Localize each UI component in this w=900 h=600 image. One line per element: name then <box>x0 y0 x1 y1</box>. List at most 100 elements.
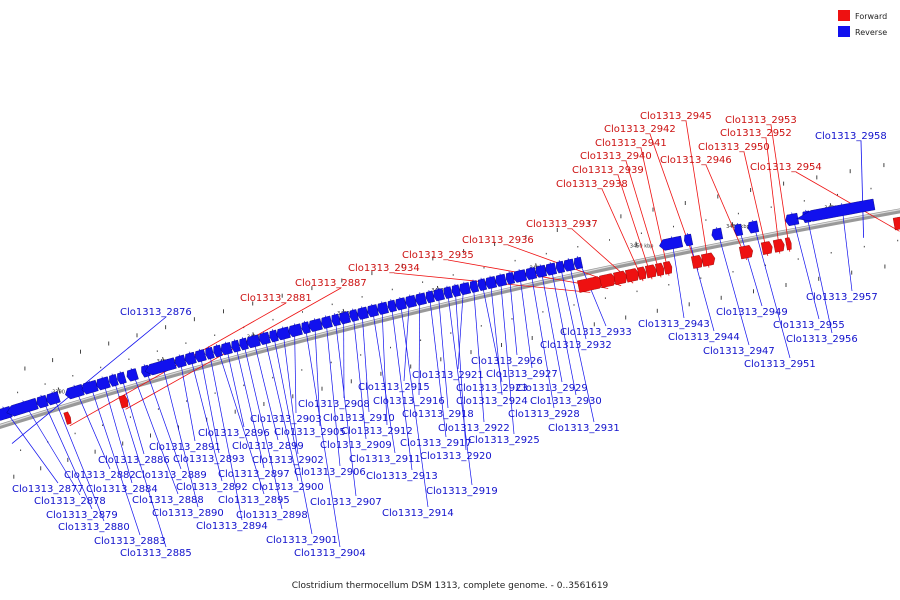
gene-label[interactable]: Clo1313_2914 <box>382 508 454 519</box>
gene-arrow-reverse[interactable] <box>46 391 61 406</box>
gene-arrow-reverse[interactable] <box>796 198 876 222</box>
gene-label[interactable]: Clo1313_2907 <box>310 497 382 508</box>
gene-label[interactable]: Clo1313_2885 <box>120 548 192 559</box>
gene-label[interactable]: Clo1313_2888 <box>132 495 204 506</box>
gene-label[interactable]: Clo1313_2882 <box>64 470 136 481</box>
gene-arrow-reverse[interactable] <box>81 379 99 395</box>
gene-label[interactable]: Clo1313_2894 <box>196 521 268 532</box>
gene-clo1313-2896[interactable] <box>220 341 233 356</box>
gene-clo1313-2927[interactable] <box>512 269 528 283</box>
gene-label[interactable]: Clo1313_2925 <box>468 435 540 446</box>
gene-arrow-reverse[interactable] <box>495 273 508 287</box>
gene-clo1313-2952[interactable] <box>772 238 785 253</box>
gene-clo1313-2932[interactable] <box>563 258 576 272</box>
gene-arrow-forward[interactable] <box>644 264 657 279</box>
gene-arrow-reverse[interactable] <box>367 304 379 318</box>
gene-clo1313-2938[interactable] <box>636 266 647 280</box>
gene-label[interactable]: Clo1313_2950 <box>698 142 770 153</box>
gene-label[interactable]: Clo1313_2928 <box>508 409 580 420</box>
gene-clo1313-2945[interactable] <box>700 252 716 267</box>
gene-label[interactable]: Clo1313_2957 <box>806 292 878 303</box>
gene-clo1313-2940[interactable] <box>654 262 665 277</box>
gene-label[interactable]: Clo1313_2935 <box>402 250 474 261</box>
gene-clo1313-2955[interactable] <box>785 212 800 227</box>
gene-arrow-reverse[interactable] <box>339 311 351 325</box>
gene-clo1313-2892[interactable] <box>184 351 197 366</box>
gene-arrow-reverse[interactable] <box>357 306 369 320</box>
gene-label[interactable]: Clo1313_2899 <box>232 441 304 452</box>
gene-label[interactable]: Clo1313_2903 <box>250 414 322 425</box>
gene-clo1313-2920[interactable] <box>451 284 461 298</box>
gene-label[interactable]: Clo1313_2906 <box>294 467 366 478</box>
gene-clo1313-2903[interactable] <box>288 323 303 338</box>
gene-label[interactable]: Clo1313_2884 <box>86 484 158 495</box>
gene-arrow-forward[interactable] <box>772 238 785 253</box>
gene-arrow-reverse[interactable] <box>65 384 85 400</box>
gene-label[interactable]: Clo1313_2933 <box>560 327 632 338</box>
gene-arrow-reverse[interactable] <box>194 349 207 363</box>
gene-arrow-forward[interactable] <box>118 394 129 409</box>
gene-label[interactable]: Clo1313_2915 <box>358 382 430 393</box>
gene-label[interactable]: Clo1313_2905 <box>274 427 346 438</box>
gene-clo1313-2949[interactable] <box>734 223 744 237</box>
gene-label[interactable]: Clo1313_2920 <box>420 451 492 462</box>
gene-clo1313-2950[interactable] <box>760 241 773 255</box>
gene-label[interactable]: Clo1313_2898 <box>236 510 308 521</box>
gene-clo1313-2905[interactable] <box>308 318 323 332</box>
gene-label[interactable]: Clo1313_2929 <box>516 383 588 394</box>
gene-arrow-reverse[interactable] <box>276 326 291 341</box>
gene-label[interactable]: Clo1313_2912 <box>341 426 413 437</box>
gene-label[interactable]: Clo1313_2911 <box>349 454 421 465</box>
gene-arrow-reverse[interactable] <box>184 351 197 366</box>
gene-clo1313-2891[interactable] <box>174 354 187 368</box>
gene-arrow-reverse[interactable] <box>377 301 389 315</box>
gene-arrow-reverse[interactable] <box>545 262 558 276</box>
gene-arrow-reverse[interactable] <box>563 258 576 272</box>
gene-clo1313-2939[interactable] <box>644 264 657 279</box>
gene-arrow-reverse[interactable] <box>231 339 241 353</box>
gene-clo1313-2923[interactable] <box>477 278 488 291</box>
gene-arrow-forward[interactable] <box>690 254 703 269</box>
gene-clo1313-2900[interactable] <box>258 331 271 346</box>
gene-label[interactable]: Clo1313_2954 <box>750 162 822 173</box>
gene-arrow-reverse[interactable] <box>747 220 760 234</box>
gene-arrow-reverse[interactable] <box>387 299 397 313</box>
gene-arrow-reverse[interactable] <box>288 323 303 338</box>
gene-label[interactable]: Clo1313_2900 <box>252 482 324 493</box>
gene-clo1313-2915[interactable] <box>405 294 417 309</box>
gene-clo1313-2911[interactable] <box>367 304 379 318</box>
gene-label[interactable]: Clo1313_2901 <box>266 535 338 546</box>
gene-clo1313-2884[interactable] <box>96 376 111 391</box>
gene-label[interactable]: Clo1313_2896 <box>198 428 270 439</box>
gene-clo1313-2882[interactable] <box>65 384 85 400</box>
gene-clo1313-2935[interactable] <box>599 273 616 289</box>
gene-arrow-forward[interactable] <box>63 411 72 425</box>
gene-clo1313-2906[interactable] <box>321 315 333 329</box>
gene-arrow-reverse[interactable] <box>395 297 407 311</box>
gene-clo1313-2886[interactable] <box>117 371 127 385</box>
gene-clo1313-2931[interactable] <box>555 260 566 274</box>
gene-clo1313-2880[interactable] <box>46 391 61 406</box>
gene-label[interactable]: Clo1313_2910 <box>323 413 395 424</box>
gene-arrow-reverse[interactable] <box>451 284 461 298</box>
gene-label[interactable]: Clo1313_2926 <box>471 356 543 367</box>
gene-label[interactable]: Clo1313_2923 <box>456 383 528 394</box>
gene-clo1313-2893[interactable] <box>194 349 207 363</box>
gene-clo1313-2902[interactable] <box>276 326 291 341</box>
gene-label[interactable]: Clo1313_2889 <box>135 470 207 481</box>
gene-clo1313-2922[interactable] <box>469 280 480 293</box>
gene-arrow-forward[interactable] <box>738 245 754 260</box>
gene-arrow-forward[interactable] <box>784 237 792 251</box>
gene-clo1313-2921[interactable] <box>459 282 472 296</box>
gene-label[interactable]: Clo1313_2916 <box>373 396 445 407</box>
gene-arrow-reverse[interactable] <box>469 280 480 293</box>
gene-clo1313-2944[interactable] <box>684 233 694 247</box>
gene-arrow-reverse[interactable] <box>459 282 472 296</box>
gene-clo1313-2934[interactable] <box>577 276 604 293</box>
gene-label[interactable]: Clo1313_2940 <box>580 151 652 162</box>
gene-arrow-forward[interactable] <box>599 273 616 289</box>
gene-clo1313-2924[interactable] <box>485 276 498 290</box>
gene-arrow-forward[interactable] <box>624 268 640 283</box>
gene-label[interactable]: Clo1313_2918 <box>402 409 474 420</box>
gene-clo1313-2936[interactable] <box>613 270 628 286</box>
